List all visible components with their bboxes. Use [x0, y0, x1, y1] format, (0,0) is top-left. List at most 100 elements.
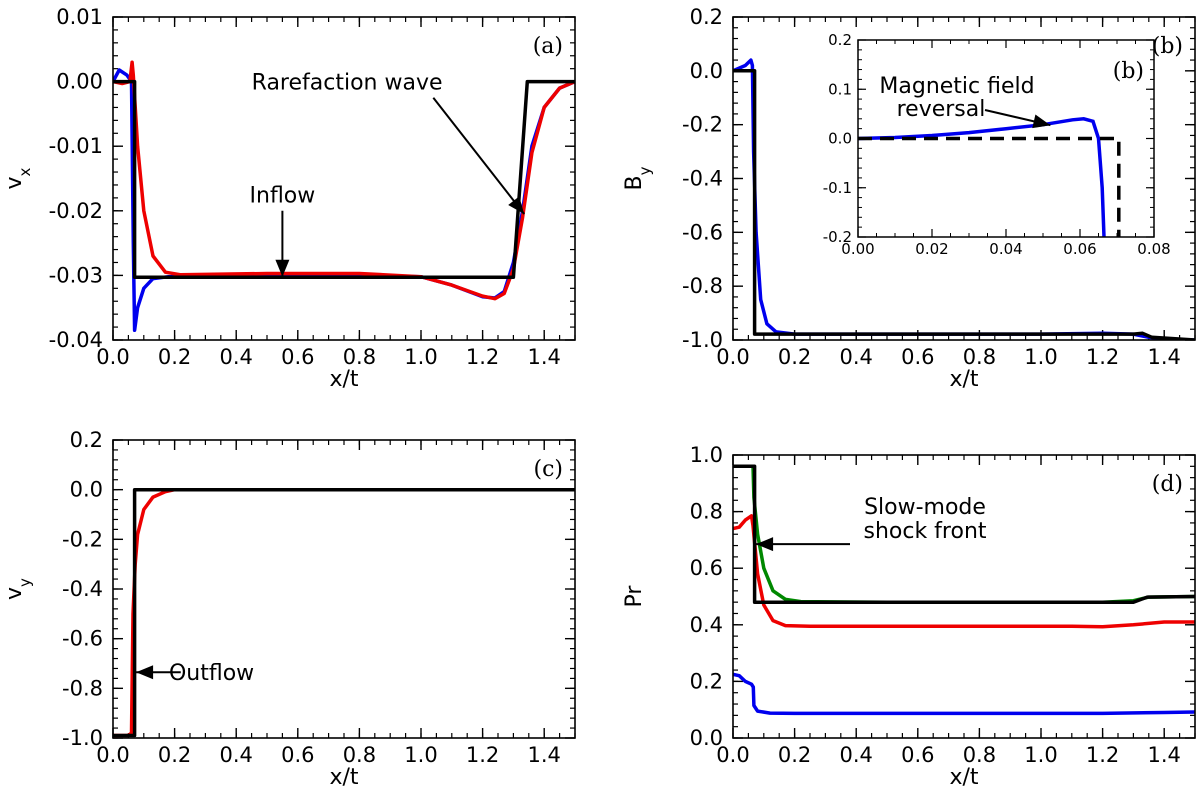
x-tick-label: 1.4: [1147, 345, 1180, 369]
series-group: [733, 464, 1195, 716]
annotation-rarefaction: Rarefaction wave: [252, 71, 443, 96]
y-tick-label: -0.02: [49, 199, 103, 223]
plot-frame: [732, 16, 1196, 341]
x-axis-label: x/t: [949, 367, 978, 392]
x-tick-label: 1.2: [466, 743, 499, 767]
plot-frame: [112, 16, 576, 341]
y-axis-label: Pr: [622, 585, 647, 608]
series-line-black: [113, 79, 575, 280]
series-group: [113, 60, 575, 333]
y-tick-label: -0.2: [682, 113, 723, 137]
y-tick-label: -1.0: [682, 328, 723, 352]
y-axis-label-main: v: [2, 176, 27, 189]
y-tick-label: 0.0: [70, 478, 103, 502]
panel-d: 0.0 0.2 0.4 0.6 0.8 1.0 1.2 1.4 0.0 0.2 0.4 0.6 0.8 1…: [622, 443, 1196, 790]
inset-y-tick-label: -0.1: [823, 179, 852, 197]
inset-y-tick-label: -0.2: [823, 228, 852, 246]
x-tick-label: 0.8: [963, 345, 996, 369]
y-tick-label: -0.8: [62, 676, 103, 700]
y-tick-label: 0.2: [690, 5, 723, 29]
series-line-red: [733, 514, 1195, 629]
annotation-slowmode-line2: shock front: [863, 519, 986, 544]
plot-frame: [112, 439, 576, 739]
y-tick-label: -0.04: [49, 328, 103, 352]
inset-chart: 0.00 0.02 0.04 0.06 0.08 -0.2 -0.1 0.0 0.1 0.2 Mag…: [823, 31, 1171, 258]
y-tick-label: -1.0: [62, 726, 103, 750]
y-axis-label-sub: y: [16, 578, 34, 587]
x-tick-label: 0.4: [839, 345, 872, 369]
series-line-black: [733, 464, 1195, 604]
y-axis-label-main: B: [622, 175, 647, 190]
rarefaction-arrow-shaft: [432, 97, 525, 215]
x-tick-label: 0.2: [778, 743, 811, 767]
inset-y-tick-label: 0.2: [828, 31, 852, 49]
y-tick-label: 0.6: [690, 556, 723, 580]
x-tick-label: 0.2: [158, 743, 191, 767]
x-tick-label: 1.0: [1024, 743, 1057, 767]
x-tick-label: 0.4: [219, 743, 252, 767]
x-tick-label: 1.2: [1086, 345, 1119, 369]
inset-series-group: [858, 117, 1121, 237]
inset-y-tick-label: 0.0: [828, 130, 852, 148]
y-tick-label: -0.03: [49, 263, 103, 287]
y-tick-label: -0.4: [62, 577, 103, 601]
y-axis-label-sub: x: [16, 167, 34, 176]
x-tick-label: 0.6: [901, 345, 934, 369]
x-tick-label: 0.8: [963, 743, 996, 767]
magnetic-reversal-arrow-head: [1032, 114, 1051, 129]
panel-a: 0.0 0.2 0.4 0.6 0.8 1.0 1.2 1.4 -0.04 -0.03 -0.02 -…: [2, 5, 576, 392]
panel-label: (a): [533, 34, 563, 59]
y-axis-label-main: Pr: [622, 585, 647, 608]
panel-b: 0.0 0.2 0.4 0.6 0.8 1.0 1.2 1.4 -1.0 -0.8 -0.6 -0.4…: [622, 5, 1196, 392]
panel-c: 0.0 0.2 0.4 0.6 0.8 1.0 1.2 1.4 -1.0 -0.8 -0.6 -0.4…: [2, 428, 576, 790]
x-tick-label: 1.4: [1147, 743, 1180, 767]
annotation-slowmode-line1: Slow-mode: [864, 495, 986, 520]
inset-x-tick-label: 0.06: [1063, 240, 1096, 258]
y-tick-label: -0.8: [682, 274, 723, 298]
x-axis-label: x/t: [949, 765, 978, 790]
x-tick-label: 0.6: [901, 743, 934, 767]
outflow-arrow-head: [136, 665, 154, 680]
rarefaction-arrow-head: [508, 196, 525, 215]
x-tick-label: 1.4: [527, 345, 560, 369]
y-tick-label: 0.0: [690, 726, 723, 750]
plot-frame: [732, 454, 1196, 739]
x-tick-label: 0.6: [281, 345, 314, 369]
y-tick-label: -0.2: [62, 527, 103, 551]
panel-label: (b): [1152, 34, 1183, 59]
y-axis-label-sub: y: [636, 166, 654, 175]
x-tick-label: 1.0: [404, 743, 437, 767]
inset-series-line-blue: [858, 117, 1106, 237]
x-tick-label: 0.0: [716, 345, 749, 369]
y-tick-label: -0.6: [62, 627, 103, 651]
inset-y-tick-label: 0.1: [828, 80, 852, 98]
x-tick-label: 0.8: [343, 345, 376, 369]
series-line-blue: [733, 672, 1195, 716]
y-tick-label: 0.01: [56, 5, 103, 29]
inset-x-tick-label: 0.02: [915, 240, 948, 258]
panel-label: (d): [1152, 472, 1183, 497]
inflow-arrow-head: [275, 259, 290, 277]
x-tick-label: 0.4: [839, 743, 872, 767]
y-axis-label: vy: [2, 578, 34, 600]
y-tick-label: 0.8: [690, 500, 723, 524]
y-axis-label-main: v: [2, 587, 27, 600]
y-tick-label: 0.0: [690, 59, 723, 83]
annotation-inflow: Inflow: [250, 184, 316, 209]
series-group: [113, 487, 575, 738]
x-tick-label: 1.2: [466, 345, 499, 369]
annotation-outflow: Outflow: [169, 661, 254, 686]
y-tick-label: 0.2: [690, 669, 723, 693]
series-group: [733, 58, 1195, 340]
x-tick-label: 1.4: [527, 743, 560, 767]
x-tick-label: 1.0: [1024, 345, 1057, 369]
y-axis-label: By: [622, 166, 654, 190]
x-tick-label: 0.2: [778, 345, 811, 369]
series-line-red: [113, 487, 575, 738]
x-tick-label: 1.0: [404, 345, 437, 369]
x-tick-label: 0.0: [96, 345, 129, 369]
inset-panel-label: (b): [1113, 59, 1144, 84]
inset-x-tick-label: 0.08: [1137, 240, 1170, 258]
y-tick-label: -0.6: [682, 220, 723, 244]
annotation-magnetic-line1: Magnetic field: [879, 74, 1034, 99]
